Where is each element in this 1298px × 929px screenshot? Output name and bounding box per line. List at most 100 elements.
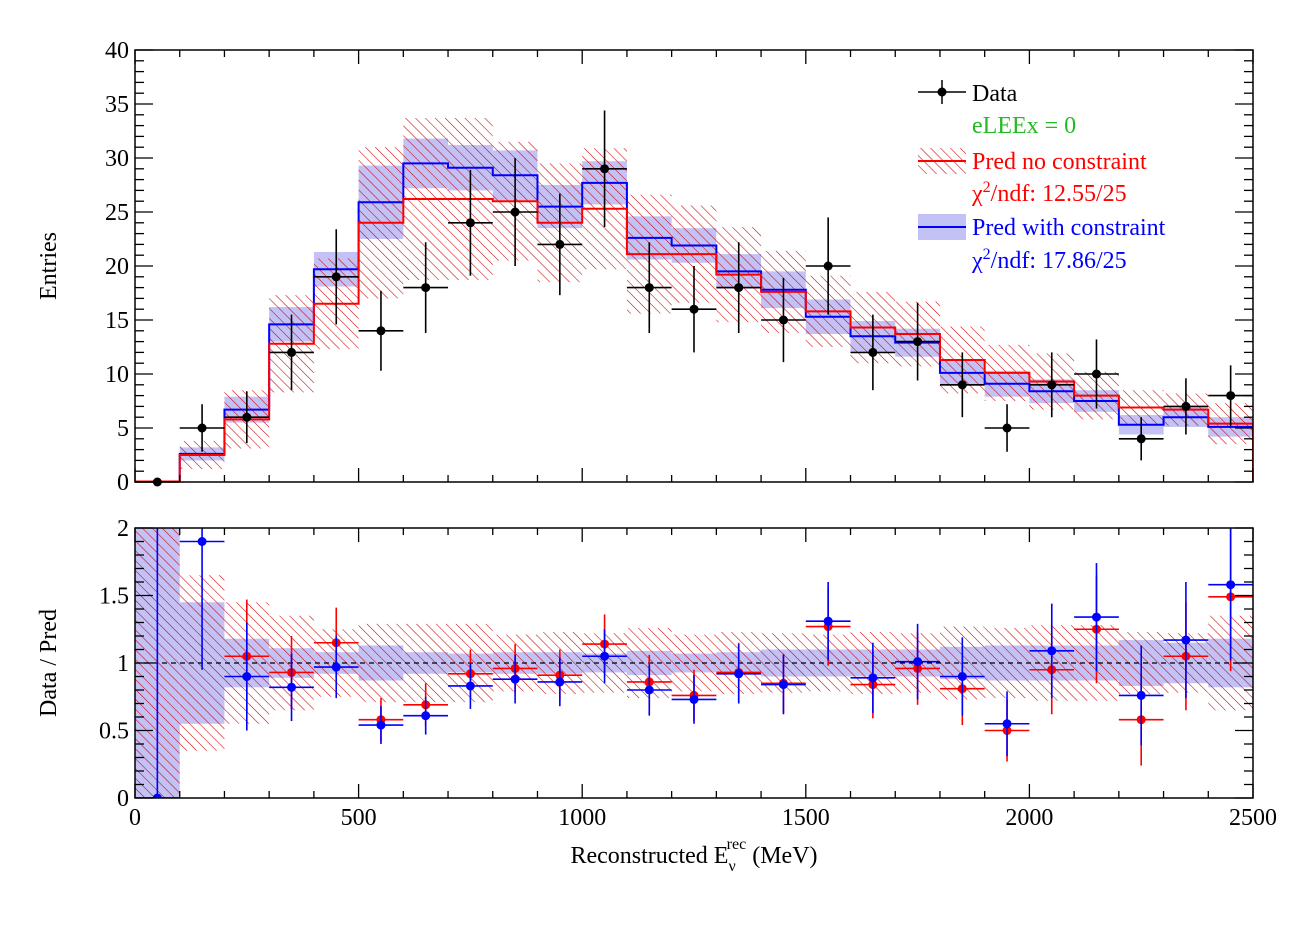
legend-with-constraint-chi2: χ2/ndf: 17.86/25 xyxy=(971,246,1127,274)
legend-with-constraint-entry: Pred with constraint χ2/ndf: 17.86/25 xyxy=(918,214,1166,274)
chi-symbol: χ xyxy=(971,181,983,207)
ratio-point-with-constraint xyxy=(331,662,341,672)
data-point xyxy=(1091,369,1101,379)
ratio-points xyxy=(135,528,1253,798)
ratio-point-with-constraint xyxy=(644,685,654,695)
y-tick-label: 25 xyxy=(105,200,129,226)
x-tick-label: 2500 xyxy=(1229,805,1277,831)
x-axis-title-unit: (MeV) xyxy=(746,843,817,869)
data-point xyxy=(555,239,565,249)
legend-no-constraint-entry: Pred no constraint χ2/ndf: 12.55/25 xyxy=(918,148,1147,207)
y-tick-label: 0 xyxy=(117,470,129,496)
ratio-point-with-constraint xyxy=(823,616,833,626)
y-tick-label: 0.5 xyxy=(99,719,129,745)
top-panel: 0 5 10 15 20 25 30 35 40 Entries Data eLEEx = 0 … xyxy=(36,38,1254,496)
data-point xyxy=(242,412,252,422)
bottom-axes: 0 0.5 1 1.5 2 0 500 1000 1500 2000 2500 xyxy=(99,516,1277,831)
y-tick-label: 10 xyxy=(105,362,129,388)
y-tick-label: 0 xyxy=(117,786,129,812)
y-tick-label: 2 xyxy=(117,516,129,542)
chi-sup: 2 xyxy=(983,179,991,196)
legend-data-marker-dot xyxy=(937,87,947,97)
ratio-point-with-constraint xyxy=(1181,635,1191,645)
legend-data-entry: Data xyxy=(918,80,1018,107)
ratio-point-with-constraint xyxy=(1226,580,1236,590)
chi-rest: /ndf: 12.55/25 xyxy=(991,181,1127,207)
x-axis-title: Reconstructed Eν rec (MeV) xyxy=(570,836,817,875)
ratio-point-with-constraint xyxy=(242,672,252,681)
x-tick-label: 500 xyxy=(341,805,377,831)
x-axis-title-main: Reconstructed E xyxy=(570,843,728,869)
ratio-point-with-constraint xyxy=(734,669,744,679)
ratio-point-with-constraint xyxy=(1136,690,1146,700)
y-tick-label: 1 xyxy=(117,651,129,677)
data-point xyxy=(913,337,923,347)
ratio-point-with-constraint xyxy=(376,720,386,730)
chi-rest: /ndf: 17.86/25 xyxy=(991,248,1127,274)
ratio-point-with-constraint xyxy=(510,674,520,684)
ratio-point-with-constraint xyxy=(778,680,788,690)
data-point xyxy=(376,326,386,336)
legend-with-constraint-label: Pred with constraint xyxy=(972,215,1166,241)
y-tick-label: 5 xyxy=(117,416,129,442)
y-tick-label: 20 xyxy=(105,254,129,280)
data-point xyxy=(287,347,297,357)
data-point xyxy=(510,207,520,217)
data-point xyxy=(1047,380,1057,390)
y-tick-label: 1.5 xyxy=(99,584,129,610)
top-axes: 0 5 10 15 20 25 30 35 40 xyxy=(105,38,1254,496)
data-point xyxy=(823,261,833,271)
ratio-point-with-constraint xyxy=(152,793,162,798)
y-tick-label: 30 xyxy=(105,146,129,172)
ratio-point-with-constraint xyxy=(555,677,565,687)
ratio-point-with-constraint xyxy=(1047,646,1057,656)
x-tick-label: 2000 xyxy=(1005,805,1053,831)
data-point xyxy=(644,283,654,293)
ratio-point-with-constraint xyxy=(465,681,475,691)
legend-elee-label: eLEEx = 0 xyxy=(972,113,1076,139)
legend-no-constraint-label: Pred no constraint xyxy=(972,149,1147,175)
chi-sup: 2 xyxy=(983,246,991,263)
data-point xyxy=(1136,434,1146,444)
data-point xyxy=(778,315,788,325)
ratio-point-with-constraint xyxy=(1002,719,1012,729)
ratio-point-with-constraint xyxy=(868,673,878,683)
data-point xyxy=(465,218,475,228)
ratio-point-with-constraint xyxy=(913,657,923,667)
ratio-point-with-constraint xyxy=(957,672,967,681)
legend: Data eLEEx = 0 Pred no constraint χ2/ndf… xyxy=(918,80,1166,274)
ratio-point-with-constraint xyxy=(421,711,431,721)
chi-symbol: χ xyxy=(971,248,983,274)
top-ylabel: Entries xyxy=(36,232,62,300)
ratio-point-with-constraint xyxy=(287,682,297,692)
top-prediction-lines xyxy=(135,162,1253,482)
data-point xyxy=(1226,391,1236,401)
x-tick-label: 1000 xyxy=(558,805,606,831)
data-point xyxy=(1181,401,1191,411)
ratio-point-with-constraint xyxy=(600,651,610,661)
legend-data-label: Data xyxy=(972,81,1018,107)
no-constraint-step-line xyxy=(135,198,1253,482)
y-tick-label: 35 xyxy=(105,92,129,118)
data-point xyxy=(600,164,610,174)
ratio-point-with-constraint xyxy=(1091,612,1101,622)
data-point xyxy=(331,272,341,282)
x-tick-label: 1500 xyxy=(782,805,830,831)
data-point xyxy=(734,283,744,293)
bottom-ylabel: Data / Pred xyxy=(36,609,62,717)
data-point xyxy=(868,347,878,357)
data-point xyxy=(197,423,207,433)
data-point xyxy=(421,283,431,293)
top-data-points xyxy=(135,110,1253,487)
x-tick-label: 0 xyxy=(129,805,141,831)
x-axis-title-sup: rec xyxy=(727,836,747,853)
legend-no-constraint-chi2: χ2/ndf: 12.55/25 xyxy=(971,179,1127,207)
bottom-panel: 0 0.5 1 1.5 2 0 500 1000 1500 2000 2500 Data / Pre… xyxy=(36,516,1277,875)
y-tick-label: 15 xyxy=(105,308,129,334)
ratio-point-with-constraint xyxy=(197,537,207,546)
data-point xyxy=(957,380,967,390)
x-axis-title-sub: ν xyxy=(728,858,735,875)
data-point xyxy=(689,304,699,314)
data-point xyxy=(1002,423,1012,433)
